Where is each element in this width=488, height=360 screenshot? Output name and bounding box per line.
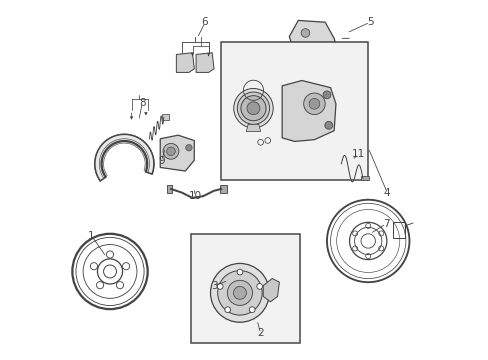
Polygon shape bbox=[289, 21, 339, 65]
Circle shape bbox=[301, 29, 309, 37]
Bar bbox=[220, 185, 226, 193]
Circle shape bbox=[237, 92, 269, 124]
Text: 4: 4 bbox=[383, 188, 390, 198]
Polygon shape bbox=[282, 81, 335, 141]
Bar bbox=[221, 42, 367, 180]
Polygon shape bbox=[160, 135, 194, 171]
Circle shape bbox=[246, 102, 260, 115]
Circle shape bbox=[227, 280, 252, 305]
Circle shape bbox=[323, 91, 330, 99]
Circle shape bbox=[163, 143, 179, 159]
Polygon shape bbox=[176, 53, 194, 72]
Circle shape bbox=[210, 264, 269, 322]
Text: 11: 11 bbox=[351, 149, 365, 159]
Circle shape bbox=[217, 284, 223, 289]
Circle shape bbox=[185, 144, 192, 151]
Text: 7: 7 bbox=[382, 219, 388, 229]
Bar bbox=[190, 234, 300, 343]
Bar bbox=[166, 185, 172, 193]
Bar bbox=[360, 176, 368, 180]
Circle shape bbox=[249, 307, 255, 312]
Text: 10: 10 bbox=[188, 191, 201, 201]
Text: 5: 5 bbox=[366, 17, 372, 27]
Circle shape bbox=[308, 98, 319, 109]
Circle shape bbox=[241, 96, 265, 121]
Circle shape bbox=[233, 287, 246, 299]
Text: 6: 6 bbox=[202, 17, 208, 27]
Polygon shape bbox=[246, 124, 260, 131]
Circle shape bbox=[166, 147, 175, 156]
Text: 9: 9 bbox=[158, 156, 164, 166]
Circle shape bbox=[224, 307, 230, 312]
Circle shape bbox=[303, 93, 325, 114]
Circle shape bbox=[237, 269, 243, 275]
Text: 1: 1 bbox=[88, 231, 95, 240]
Circle shape bbox=[233, 89, 273, 128]
Polygon shape bbox=[263, 279, 279, 302]
Text: 2: 2 bbox=[257, 328, 264, 338]
Wedge shape bbox=[95, 134, 153, 181]
Circle shape bbox=[324, 121, 332, 129]
Bar bbox=[392, 222, 404, 238]
Circle shape bbox=[256, 284, 262, 289]
Text: 8: 8 bbox=[139, 98, 145, 108]
Circle shape bbox=[320, 48, 329, 57]
Bar bbox=[162, 114, 169, 120]
Polygon shape bbox=[196, 53, 214, 72]
Text: 3: 3 bbox=[211, 281, 218, 291]
Circle shape bbox=[217, 271, 262, 315]
